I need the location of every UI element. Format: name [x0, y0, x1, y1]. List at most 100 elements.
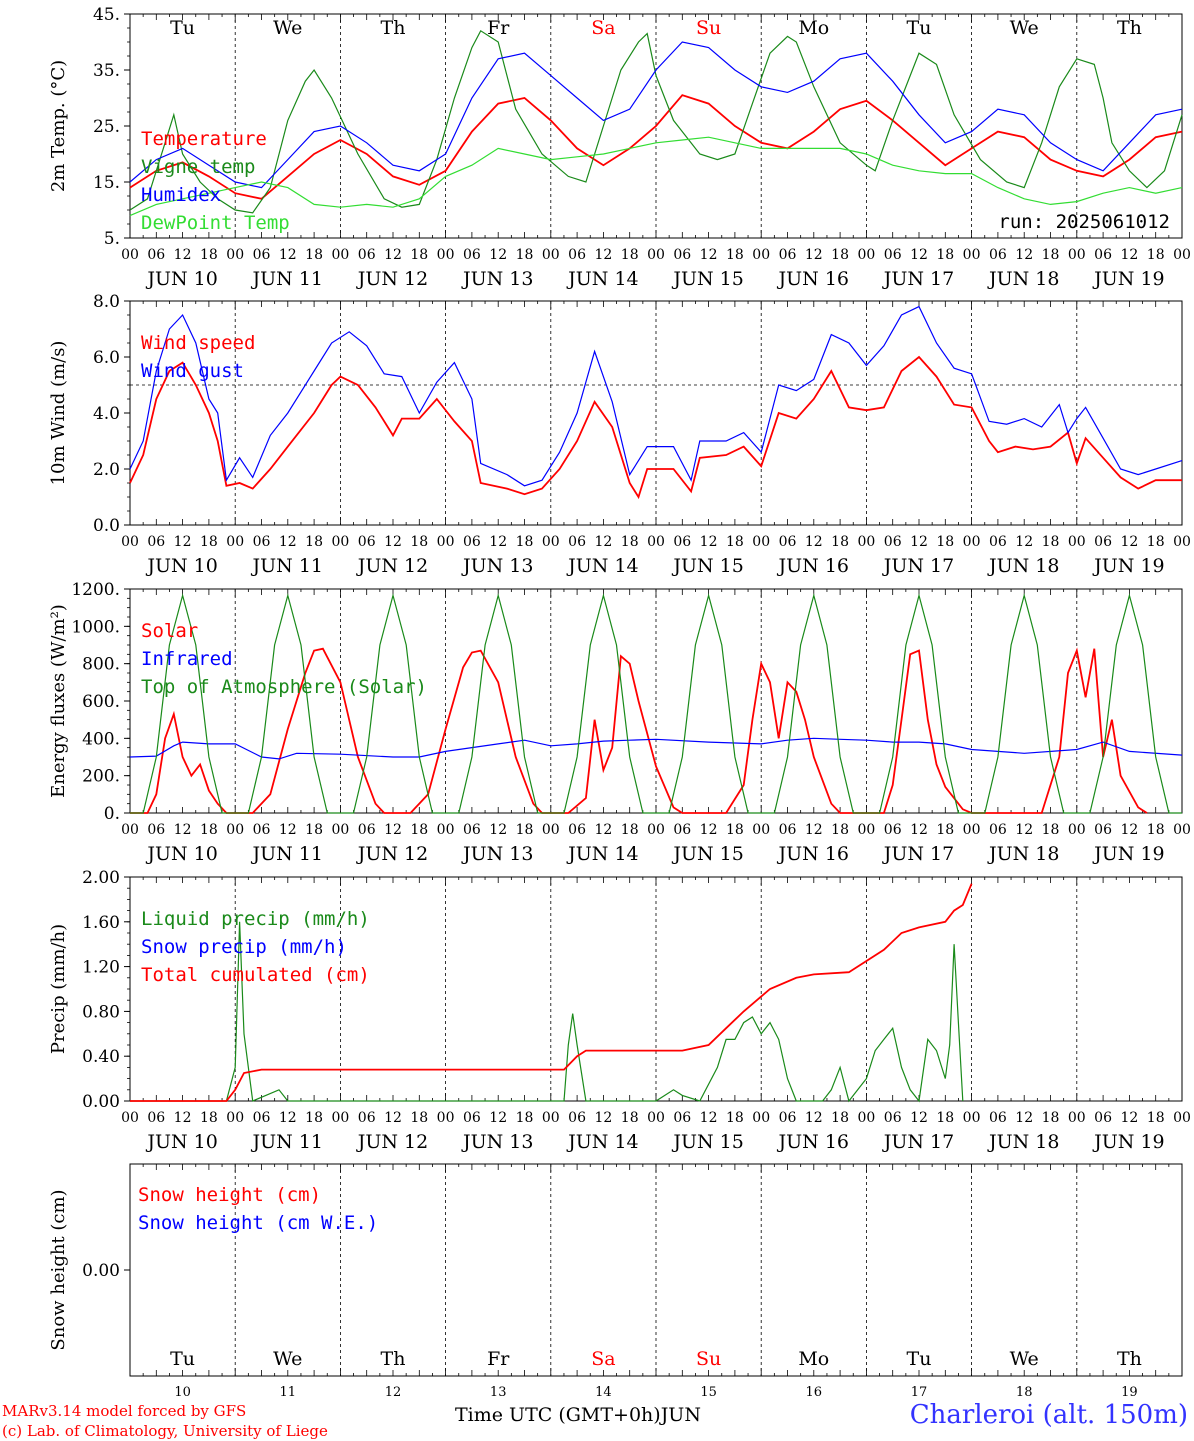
x-hour-label: 18 [305, 822, 323, 838]
x-hour-label: 12 [910, 1110, 928, 1126]
x-date-label: JUN 14 [566, 555, 638, 577]
x-hour-label: 18 [1147, 247, 1165, 263]
x-date-label: JUN 17 [882, 843, 954, 865]
x-hour-label: 00 [857, 534, 875, 550]
x-hour-label: 12 [1120, 534, 1138, 550]
x-hour-label: 00 [121, 534, 139, 550]
x-hour-label: 00 [857, 247, 875, 263]
x-date-label: JUN 17 [882, 1131, 954, 1153]
y-axis-label: Snow height (cm) [48, 1189, 69, 1350]
x-hour-label: 00 [1068, 822, 1086, 838]
x-hour-label: 18 [1147, 534, 1165, 550]
x-hour-label: 12 [594, 1110, 612, 1126]
x-hour-label: 18 [200, 534, 218, 550]
legend-entry: Solar [141, 620, 198, 642]
x-hour-label: 12 [1120, 822, 1138, 838]
x-hour-label: 06 [358, 247, 376, 263]
x-hour-label: 06 [463, 534, 481, 550]
x-hour-label: 12 [594, 534, 612, 550]
day-number-label: 10 [174, 1385, 191, 1400]
x-hour-label: 06 [568, 822, 586, 838]
x-hour-label: 06 [463, 822, 481, 838]
x-hour-label: 12 [1015, 534, 1033, 550]
x-hour-label: 00 [121, 1110, 139, 1126]
x-date-label: JUN 13 [461, 268, 533, 290]
x-hour-label: 18 [831, 1110, 849, 1126]
day-number-label: 19 [1121, 1385, 1138, 1400]
series-line-vigne-temp [129, 29, 1183, 214]
weekday-label: Sa [591, 17, 615, 39]
x-hour-label: 18 [305, 534, 323, 550]
weekday-label: Su [696, 17, 721, 39]
x-hour-label: 18 [410, 822, 428, 838]
x-hour-label: 12 [1120, 247, 1138, 263]
x-hour-label: 18 [726, 247, 744, 263]
legend-entry: Wind gust [141, 360, 244, 382]
weekday-label: We [1010, 17, 1039, 39]
x-hour-label: 06 [147, 534, 165, 550]
x-date-label: JUN 18 [987, 1131, 1059, 1153]
run-label: run: 2025061012 [998, 211, 1170, 233]
x-hour-label: 12 [174, 247, 192, 263]
x-date-label: JUN 16 [777, 268, 849, 290]
series-line-solar [130, 647, 1148, 814]
x-hour-label: 00 [752, 247, 770, 263]
x-hour-label: 06 [989, 534, 1007, 550]
x-hour-label: 00 [1173, 1110, 1191, 1126]
day-number-label: 18 [1016, 1385, 1033, 1400]
series-line-humidex [129, 41, 1183, 189]
weekday-label: Fr [487, 1348, 510, 1370]
x-hour-label: 00 [226, 534, 244, 550]
x-hour-label: 06 [358, 1110, 376, 1126]
x-date-label: JUN 18 [987, 843, 1059, 865]
x-hour-label: 00 [1173, 822, 1191, 838]
x-date-label: JUN 17 [882, 555, 954, 577]
weekday-label: Fr [487, 17, 510, 39]
x-hour-label: 06 [1094, 822, 1112, 838]
y-tick-label: 2.00 [82, 868, 120, 888]
legend-entry: Snow precip (mm/h) [141, 936, 347, 958]
x-hour-label: 06 [884, 822, 902, 838]
x-hour-label: 00 [331, 1110, 349, 1126]
weekday-label: Th [1117, 17, 1142, 39]
x-date-label: JUN 14 [566, 1131, 638, 1153]
y-tick-label: 1200. [71, 580, 120, 600]
x-hour-label: 06 [884, 247, 902, 263]
x-date-label: JUN 15 [671, 555, 743, 577]
x-hour-label: 06 [884, 1110, 902, 1126]
x-hour-label: 18 [831, 534, 849, 550]
day-number-label: 14 [595, 1385, 612, 1400]
x-hour-label: 06 [989, 1110, 1007, 1126]
x-hour-label: 18 [621, 534, 639, 550]
x-date-label: JUN 10 [145, 843, 217, 865]
panel-precip: 0.00 0.40 0.80 1.20 1.60 2.00 Precip (mm/h) 00 0… [48, 868, 1191, 1153]
x-date-label: JUN 11 [251, 1131, 323, 1153]
x-hour-label: 12 [489, 822, 507, 838]
x-hour-label: 12 [384, 534, 402, 550]
x-date-label: JUN 10 [145, 1131, 217, 1153]
x-hour-label: 06 [568, 247, 586, 263]
x-hour-label: 18 [305, 247, 323, 263]
x-hour-label: 00 [437, 247, 455, 263]
x-hour-label: 12 [700, 247, 718, 263]
y-axis-label: 2m Temp. (°C) [48, 60, 69, 192]
x-hour-label: 06 [1094, 1110, 1112, 1126]
x-hour-label: 18 [305, 1110, 323, 1126]
y-tick-label: 5. [104, 229, 120, 249]
x-date-label: JUN 11 [251, 555, 323, 577]
y-tick-label: 1.20 [82, 958, 120, 978]
x-hour-label: 00 [331, 822, 349, 838]
x-hour-label: 06 [673, 822, 691, 838]
x-hour-label: 18 [1147, 822, 1165, 838]
x-hour-label: 00 [647, 1110, 665, 1126]
x-hour-label: 12 [384, 247, 402, 263]
x-hour-label: 18 [726, 1110, 744, 1126]
x-date-label: JUN 12 [356, 268, 428, 290]
x-hour-label: 06 [147, 822, 165, 838]
panel-wind: 0.0 2.0 4.0 6.0 8.0 10m Wind (m/s) 00 06 12 18 00 0… [48, 292, 1191, 577]
legend-entry: Wind speed [141, 332, 255, 354]
x-date-label: JUN 11 [251, 843, 323, 865]
x-hour-label: 18 [831, 822, 849, 838]
x-hour-label: 06 [779, 534, 797, 550]
panel-snow: 0.00 Snow height (cm) Snow height (cm) Snow… [48, 1163, 1183, 1400]
